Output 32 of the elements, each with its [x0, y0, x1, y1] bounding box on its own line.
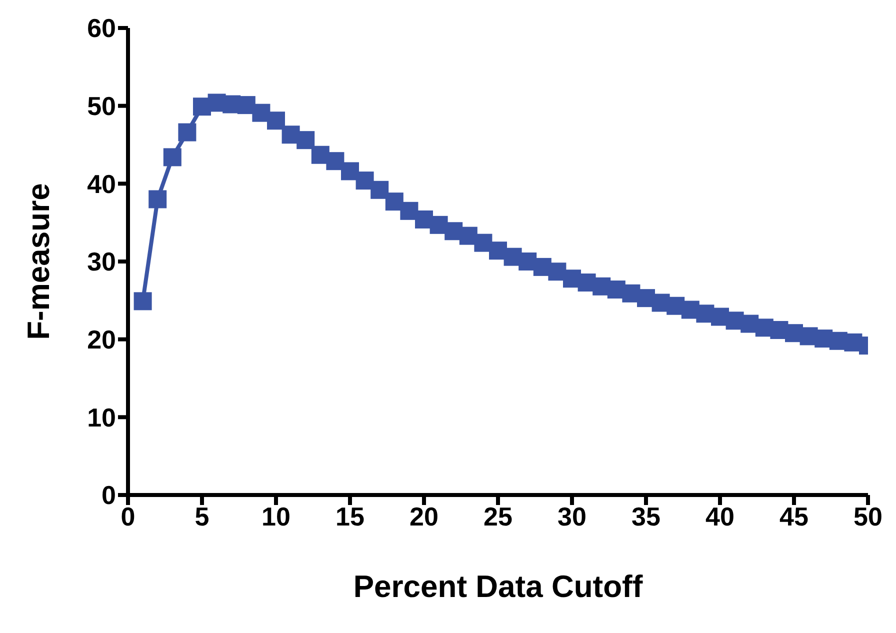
x-axis-title: Percent Data Cutoff: [353, 569, 644, 604]
x-tick-label: 15: [336, 501, 364, 532]
x-tick-label: 30: [558, 501, 586, 532]
x-tick-label: 45: [780, 501, 808, 532]
x-tick-label: 10: [262, 501, 290, 532]
point: [178, 123, 196, 142]
y-tick-label: 20: [87, 324, 116, 355]
point: [163, 148, 182, 166]
y-axis-title: F-measure: [21, 183, 56, 340]
point: [326, 152, 344, 170]
point: [370, 180, 389, 199]
x-tick-label: 40: [706, 501, 734, 532]
point: [400, 202, 418, 220]
x-tick-label: 0: [120, 501, 136, 532]
y-tick-label: 50: [87, 91, 116, 122]
point: [296, 131, 315, 150]
y-tick-label: 30: [87, 246, 116, 277]
point: [341, 162, 359, 180]
point: [385, 192, 404, 211]
y-tick-label: 60: [87, 13, 116, 44]
x-tick-label: 35: [632, 501, 660, 532]
y-tick-label: 10: [87, 402, 116, 432]
x-tick-label: 25: [484, 501, 512, 532]
y-tick-label: 0: [102, 480, 116, 510]
x-tick-label: 20: [410, 501, 438, 532]
point: [267, 112, 285, 130]
x-tick-label: 5: [194, 501, 210, 532]
point: [134, 292, 152, 310]
y-tick-label: 40: [87, 168, 116, 199]
x-tick-label: 50: [854, 501, 882, 532]
point: [148, 190, 167, 208]
point: [356, 172, 374, 190]
